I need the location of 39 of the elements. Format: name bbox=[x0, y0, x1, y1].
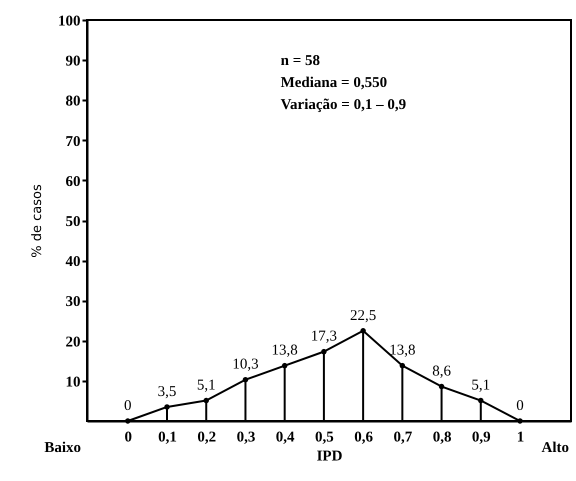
y-tick-label: 30 bbox=[66, 294, 80, 310]
x-tick-label: 0,7 bbox=[393, 430, 413, 446]
data-label: 10,3 bbox=[232, 356, 259, 373]
y-tick-label: 40 bbox=[66, 254, 80, 270]
annotation: Variação = 0,1 – 0,9 bbox=[280, 97, 406, 114]
x-tick-label: 0,3 bbox=[236, 430, 256, 446]
x-axis-title: IPD bbox=[316, 448, 343, 464]
data-label: 22,5 bbox=[350, 308, 376, 324]
x-tick-label: 0,2 bbox=[197, 430, 216, 446]
text: Baixo bbox=[44, 440, 81, 456]
y-tick-label: 60 bbox=[66, 174, 80, 190]
y-tick-label: 20 bbox=[66, 334, 80, 350]
annotation: Mediana = 0,550 bbox=[280, 75, 388, 92]
data-label: 0 bbox=[124, 398, 132, 414]
y-tick-label: 10 bbox=[66, 374, 80, 390]
data-label: 17,3 bbox=[310, 328, 338, 345]
y-tick-label: 80 bbox=[66, 94, 80, 110]
y-tick-label: 50 bbox=[66, 214, 80, 230]
x-tick-label: 0,6 bbox=[354, 430, 374, 446]
data-label: 8,6 bbox=[432, 364, 452, 380]
data-label: 13,8 bbox=[272, 342, 298, 359]
x-tick-label: 0,8 bbox=[432, 430, 452, 446]
x-tick-label: 0 bbox=[124, 430, 132, 446]
data-label: 5,1 bbox=[471, 378, 490, 394]
y-tick-label: 100 bbox=[58, 14, 80, 30]
x-tick-label: 0,9 bbox=[472, 430, 491, 446]
y-tick-label: 70 bbox=[66, 134, 80, 150]
data-label: 13,8 bbox=[389, 342, 416, 359]
x-tick-label: 1 bbox=[516, 430, 524, 446]
y-axis-title: % de casos bbox=[30, 184, 45, 258]
x-tick-label: 0,4 bbox=[276, 430, 296, 446]
x-tick-label: 0,5 bbox=[315, 430, 334, 446]
annotation: n = 58 bbox=[280, 53, 320, 70]
data-label: 0 bbox=[516, 398, 524, 414]
data-label: 5,1 bbox=[196, 378, 216, 394]
y-tick-label: 90 bbox=[66, 54, 80, 70]
data-label: 3,5 bbox=[158, 384, 176, 400]
text: Alto bbox=[542, 440, 569, 456]
x-tick-label: 0,1 bbox=[158, 430, 177, 446]
